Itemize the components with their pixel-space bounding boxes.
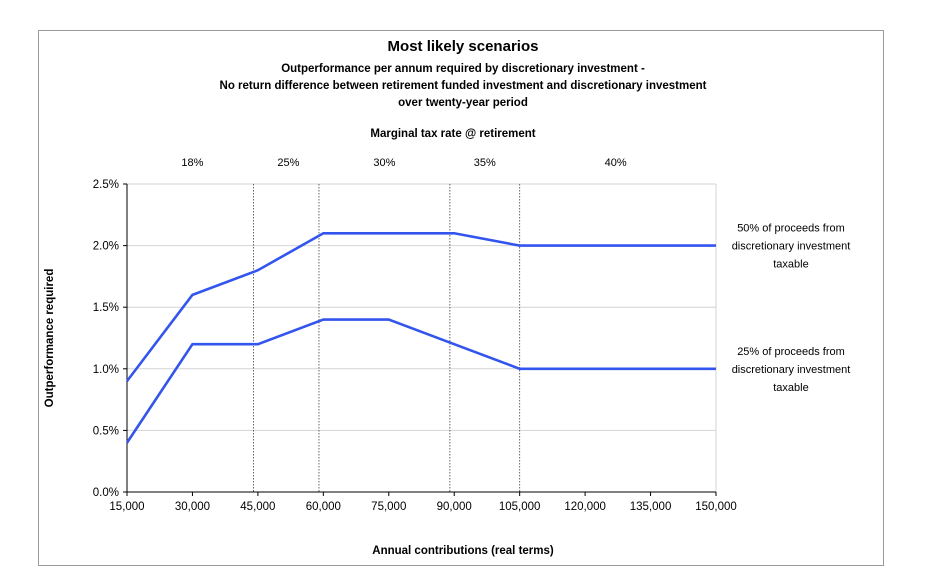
x-tick-label: 150,000: [695, 501, 737, 513]
y-axis-title: Outperformance required: [44, 269, 56, 408]
y-tick-label: 2.5%: [93, 179, 119, 191]
series-line-2: [125, 318, 716, 444]
axes: [123, 183, 717, 496]
tax-band-title: Marginal tax rate @ retirement: [370, 128, 535, 140]
series-annotation-1: discretionary investment: [732, 241, 851, 253]
x-tick-label: 75,000: [371, 501, 406, 513]
series-annotation-1: taxable: [773, 259, 808, 271]
series-line-1: [125, 231, 716, 382]
x-axis-title: Annual contributions (real terms): [372, 545, 554, 557]
line-chart: 0.0% 0.5% 1.0% 1.5% 2.0% 2.5% 15,000 30,000 45,0…: [44, 38, 850, 557]
y-tick-label: 0.5%: [93, 425, 119, 437]
series-annotation-2: 25% of proceeds from: [737, 346, 845, 358]
tax-band-label: 35%: [474, 157, 496, 169]
x-tick-label: 30,000: [175, 501, 210, 513]
x-tick-label: 90,000: [437, 501, 472, 513]
x-tick-label: 60,000: [306, 501, 341, 513]
tax-band-label: 18%: [181, 157, 203, 169]
series-lines: [125, 231, 716, 444]
chart-subtitle: over twenty-year period: [398, 97, 528, 109]
y-tick-label: 1.5%: [93, 302, 119, 314]
x-tick-label: 105,000: [499, 501, 541, 513]
series-annotation-2: discretionary investment: [732, 364, 851, 376]
tax-band-label: 25%: [277, 157, 299, 169]
chart-text: 0.0% 0.5% 1.0% 1.5% 2.0% 2.5% 15,000 30,000 45,0…: [44, 38, 850, 557]
x-tick-label: 15,000: [109, 501, 144, 513]
chart-subtitle: Outperformance per annum required by dis…: [281, 63, 645, 75]
y-tick-label: 2.0%: [93, 241, 119, 253]
tax-band-label: 30%: [373, 157, 395, 169]
tax-band-label: 40%: [605, 157, 627, 169]
y-tick-label: 0.0%: [93, 487, 119, 499]
y-tick-label: 1.0%: [93, 364, 119, 376]
tax-band-boundaries: [253, 184, 521, 492]
chart-frame: 0.0% 0.5% 1.0% 1.5% 2.0% 2.5% 15,000 30,000 45,0…: [38, 30, 884, 566]
gridlines: [127, 183, 717, 492]
x-tick-label: 120,000: [564, 501, 606, 513]
series-annotation-2: taxable: [773, 382, 808, 394]
series-annotation-1: 50% of proceeds from: [737, 223, 845, 235]
x-tick-label: 45,000: [240, 501, 275, 513]
x-tick-label: 135,000: [630, 501, 672, 513]
chart-title: Most likely scenarios: [388, 38, 539, 55]
chart-subtitle: No return difference between retirement …: [220, 80, 707, 92]
